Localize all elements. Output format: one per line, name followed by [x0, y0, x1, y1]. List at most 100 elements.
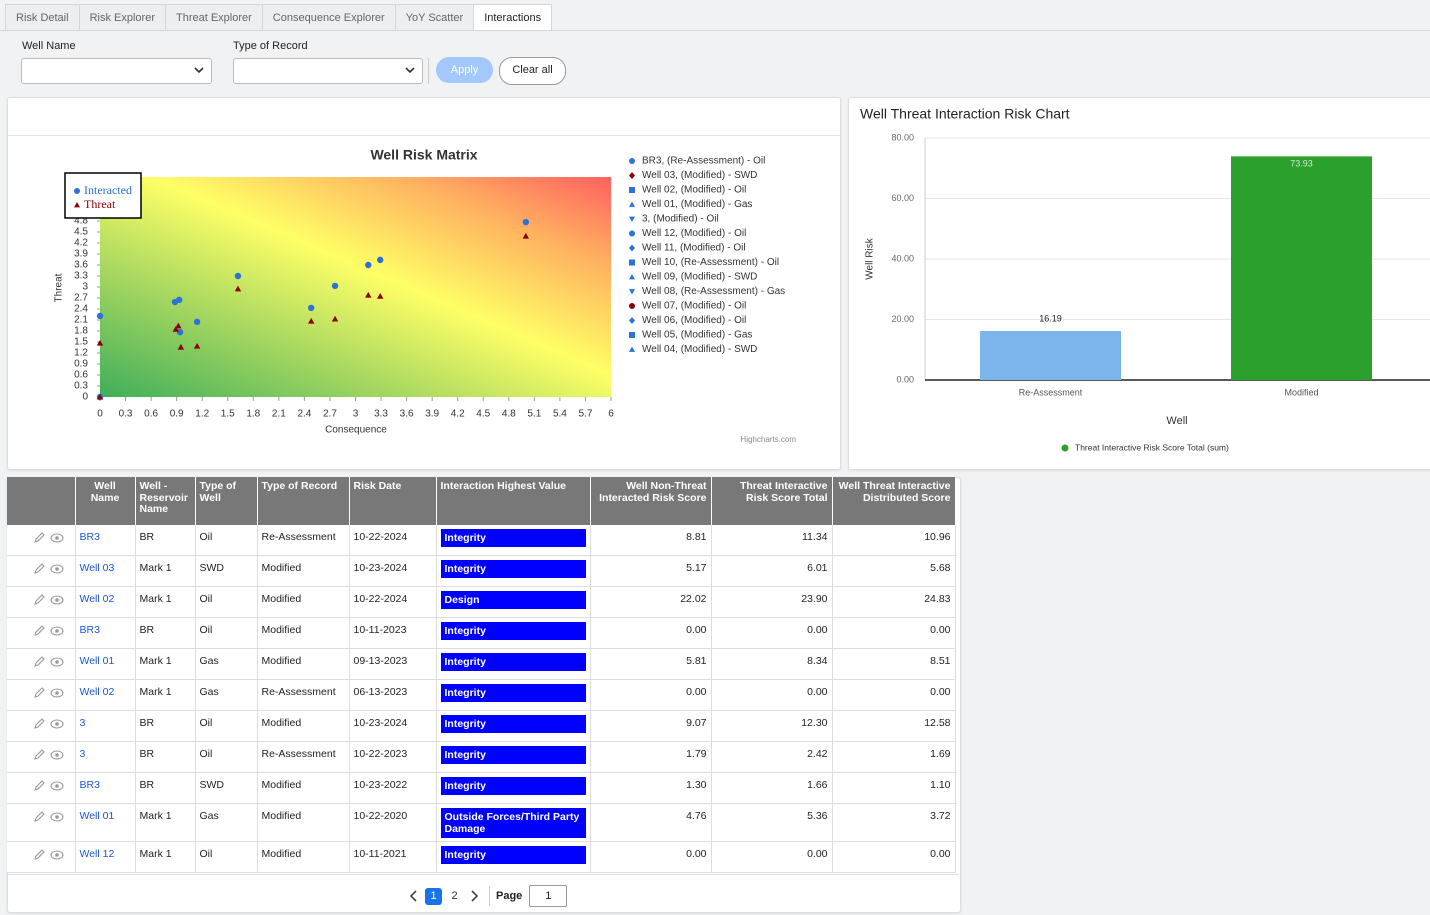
page-label: Page	[496, 890, 523, 902]
clear-button[interactable]: Clear all	[499, 57, 566, 85]
y-tick-label: 1.2	[74, 348, 88, 359]
y-tick-label: 80.00	[891, 132, 914, 142]
page-button[interactable]: 2	[451, 889, 458, 902]
table-cell: 10.96	[832, 525, 956, 556]
chart-title: Well Risk Matrix	[370, 147, 477, 163]
row-actions[interactable]	[33, 849, 65, 861]
well-link[interactable]: BR3	[79, 531, 100, 543]
well-link[interactable]: 3	[79, 748, 86, 760]
table-cell: Well 01	[75, 648, 136, 680]
header-cell	[7, 477, 76, 525]
page-arrow[interactable]	[409, 890, 419, 902]
table-cell: 0.00	[590, 617, 712, 649]
table-cell: Mark 1	[135, 679, 196, 711]
record-type-select[interactable]	[233, 58, 423, 84]
table-cell: 8.51	[832, 648, 956, 680]
row-actions[interactable]	[33, 811, 65, 823]
row-actions[interactable]	[33, 749, 65, 761]
well-link[interactable]: 3	[79, 717, 86, 729]
y-tick-label: 1.5	[74, 337, 88, 348]
table-cell: Well 03	[75, 555, 136, 587]
marker	[176, 296, 183, 304]
marker	[629, 259, 635, 266]
tab[interactable]: Threat Explorer	[164, 4, 263, 31]
table-cell: 3	[75, 741, 136, 773]
x-tick-label: Modified	[1284, 387, 1318, 397]
well-link[interactable]: Well 12	[79, 848, 115, 860]
header-cell: Well Name	[75, 477, 136, 525]
x-tick-label: 2.4	[297, 409, 311, 420]
well-link[interactable]: Well 01	[79, 655, 115, 667]
tab-divider	[0, 30, 1430, 31]
table-cell: 23.90	[711, 586, 833, 618]
table-cell: 0.00	[711, 841, 833, 873]
row-actions[interactable]	[33, 594, 65, 606]
table-cell: 0.00	[711, 679, 833, 711]
page-button[interactable]: 1	[425, 887, 442, 905]
x-tick-label: 4.5	[476, 409, 490, 420]
credit: Highcharts.com	[740, 435, 796, 444]
apply-button[interactable]: Apply	[436, 57, 493, 83]
row-actions[interactable]	[33, 625, 65, 637]
table-row: BR3 BR SWD Modified 10-23-2022 Integrity 1.30 1…	[7, 772, 956, 804]
table-cell: BR3	[75, 772, 136, 804]
y-tick-label: 20.00	[891, 314, 914, 324]
tab[interactable]: Consequence Explorer	[261, 4, 396, 31]
well-name-select[interactable]	[21, 58, 212, 84]
table-cell: Mark 1	[135, 555, 196, 587]
tab[interactable]: Interactions	[473, 4, 553, 31]
tab[interactable]: Risk Detail	[5, 4, 80, 31]
tab[interactable]: Risk Explorer	[78, 4, 166, 31]
well-link[interactable]: Well 03	[79, 562, 115, 574]
table-cell: BR3	[75, 617, 136, 649]
table-cell: BR	[135, 525, 196, 556]
table-cell: Integrity	[436, 710, 591, 742]
table-cell: Well 02	[75, 679, 136, 711]
risk-gradient	[100, 177, 611, 397]
well-link[interactable]: Well 02	[79, 593, 115, 605]
marker	[96, 339, 104, 346]
header-cell: Well Non-Threat Interacted Risk Score	[590, 477, 712, 525]
legend-box	[64, 172, 142, 219]
table-cell: Well 12	[75, 841, 136, 873]
table-cell: Modified	[257, 803, 350, 842]
table-cell: Oil	[195, 617, 258, 649]
action-cell	[7, 841, 76, 873]
row-actions[interactable]	[33, 780, 65, 792]
marker	[629, 317, 635, 324]
row-actions[interactable]	[33, 563, 65, 575]
well-link[interactable]: Well 02	[79, 686, 115, 698]
table-cell: Oil	[195, 741, 258, 773]
table-cell: 1.66	[711, 772, 833, 804]
table-row: Well 01 Mark 1 Gas Modified 09-13-2023 Integr…	[7, 648, 956, 680]
row-actions[interactable]	[33, 656, 65, 668]
well-legend-entry: Well 04, (Modified) - SWD	[642, 344, 757, 355]
action-cell	[7, 525, 76, 556]
table-cell: Integrity	[436, 525, 591, 556]
table-cell: 8.34	[711, 648, 833, 680]
x-tick-label: Re-Assessment	[1019, 387, 1083, 397]
table-row: 3 BR Oil Re-Assessment 10-22-2023 Integrity 1.…	[7, 741, 956, 773]
page-input[interactable]: 1	[529, 885, 568, 907]
legend-marker	[1061, 444, 1069, 452]
table-cell: 10-11-2021	[349, 841, 437, 873]
row-actions[interactable]	[33, 718, 65, 730]
well-legend-entry: Well 08, (Re-Assessment) - Gas	[642, 286, 785, 297]
row-actions[interactable]	[33, 687, 65, 699]
tab-bar: Risk Detail Risk Explorer Threat Explorer C…	[5, 4, 553, 31]
panel-divider	[8, 135, 840, 136]
well-link[interactable]: Well 01	[79, 810, 115, 822]
well-link[interactable]: BR3	[79, 779, 100, 791]
table-cell: 6.01	[711, 555, 833, 587]
separator	[428, 58, 429, 84]
row-actions[interactable]	[33, 532, 65, 544]
header-cell: Type of Record	[257, 477, 350, 525]
table-cell: BR	[135, 710, 196, 742]
tab[interactable]: YoY Scatter	[394, 4, 475, 31]
y-tick-label: 2.4	[74, 304, 88, 315]
x-tick-label: 4.8	[502, 409, 516, 420]
page-arrow[interactable]	[469, 890, 479, 902]
well-link[interactable]: BR3	[79, 624, 100, 636]
well-legend-entry: Well 05, (Modified) - Gas	[642, 330, 752, 341]
bar	[1231, 156, 1372, 380]
